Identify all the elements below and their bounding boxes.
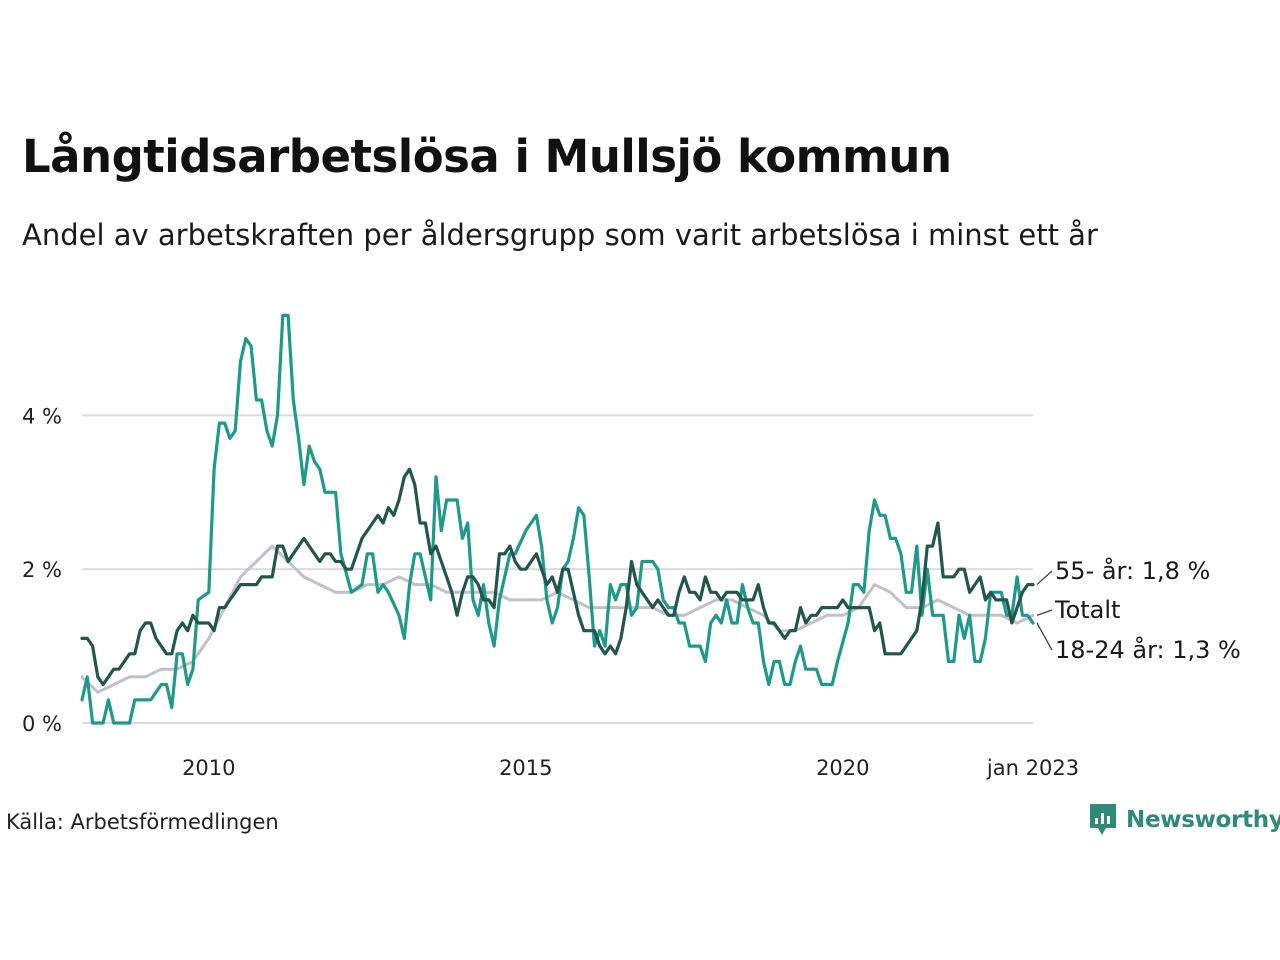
series-line-18-24-r bbox=[80, 313, 1035, 725]
end-label-0: Totalt bbox=[1054, 596, 1120, 624]
brand-name: Newsworthy bbox=[1126, 807, 1280, 833]
y-axis-tick-labels: 0 % 2 % 4 % bbox=[22, 404, 62, 736]
chart-title: Långtidsarbetslösa i Mullsjö kommun bbox=[22, 130, 952, 183]
end-label-leader-2 bbox=[1036, 570, 1053, 586]
end-label-leader-1 bbox=[1036, 622, 1053, 651]
x-tick-label-0: 2010 bbox=[182, 756, 235, 780]
end-label-leader-0 bbox=[1036, 609, 1053, 616]
end-label-2: 55- år: 1,8 % bbox=[1055, 556, 1210, 585]
x-tick-label-1: 2015 bbox=[499, 756, 552, 780]
series-line-totalt bbox=[80, 544, 1035, 694]
chart-subtitle: Andel av arbetskraften per åldersgrupp s… bbox=[22, 218, 1098, 252]
source-note: Källa: Arbetsförmedlingen bbox=[6, 810, 279, 834]
end-label-1: 18-24 år: 1,3 % bbox=[1055, 635, 1241, 664]
end-labels: Totalt 18-24 år: 1,3 % 55- år: 1,8 % bbox=[1036, 556, 1241, 664]
x-tick-label-3: jan 2023 bbox=[986, 756, 1079, 780]
brand-logo[interactable]: Newsworthy bbox=[1088, 802, 1280, 838]
y-tick-label-2: 4 % bbox=[22, 404, 62, 428]
x-tick-label-2: 2020 bbox=[816, 756, 869, 780]
y-tick-label-1: 2 % bbox=[22, 558, 62, 582]
series-lines bbox=[80, 313, 1035, 725]
series-line-55-r bbox=[80, 467, 1035, 687]
y-tick-label-0: 0 % bbox=[22, 712, 62, 736]
x-axis-tick-labels: 2010 2015 2020 jan 2023 bbox=[182, 756, 1079, 780]
newsworthy-logo-icon bbox=[1090, 804, 1116, 835]
gridlines bbox=[82, 414, 1033, 724]
